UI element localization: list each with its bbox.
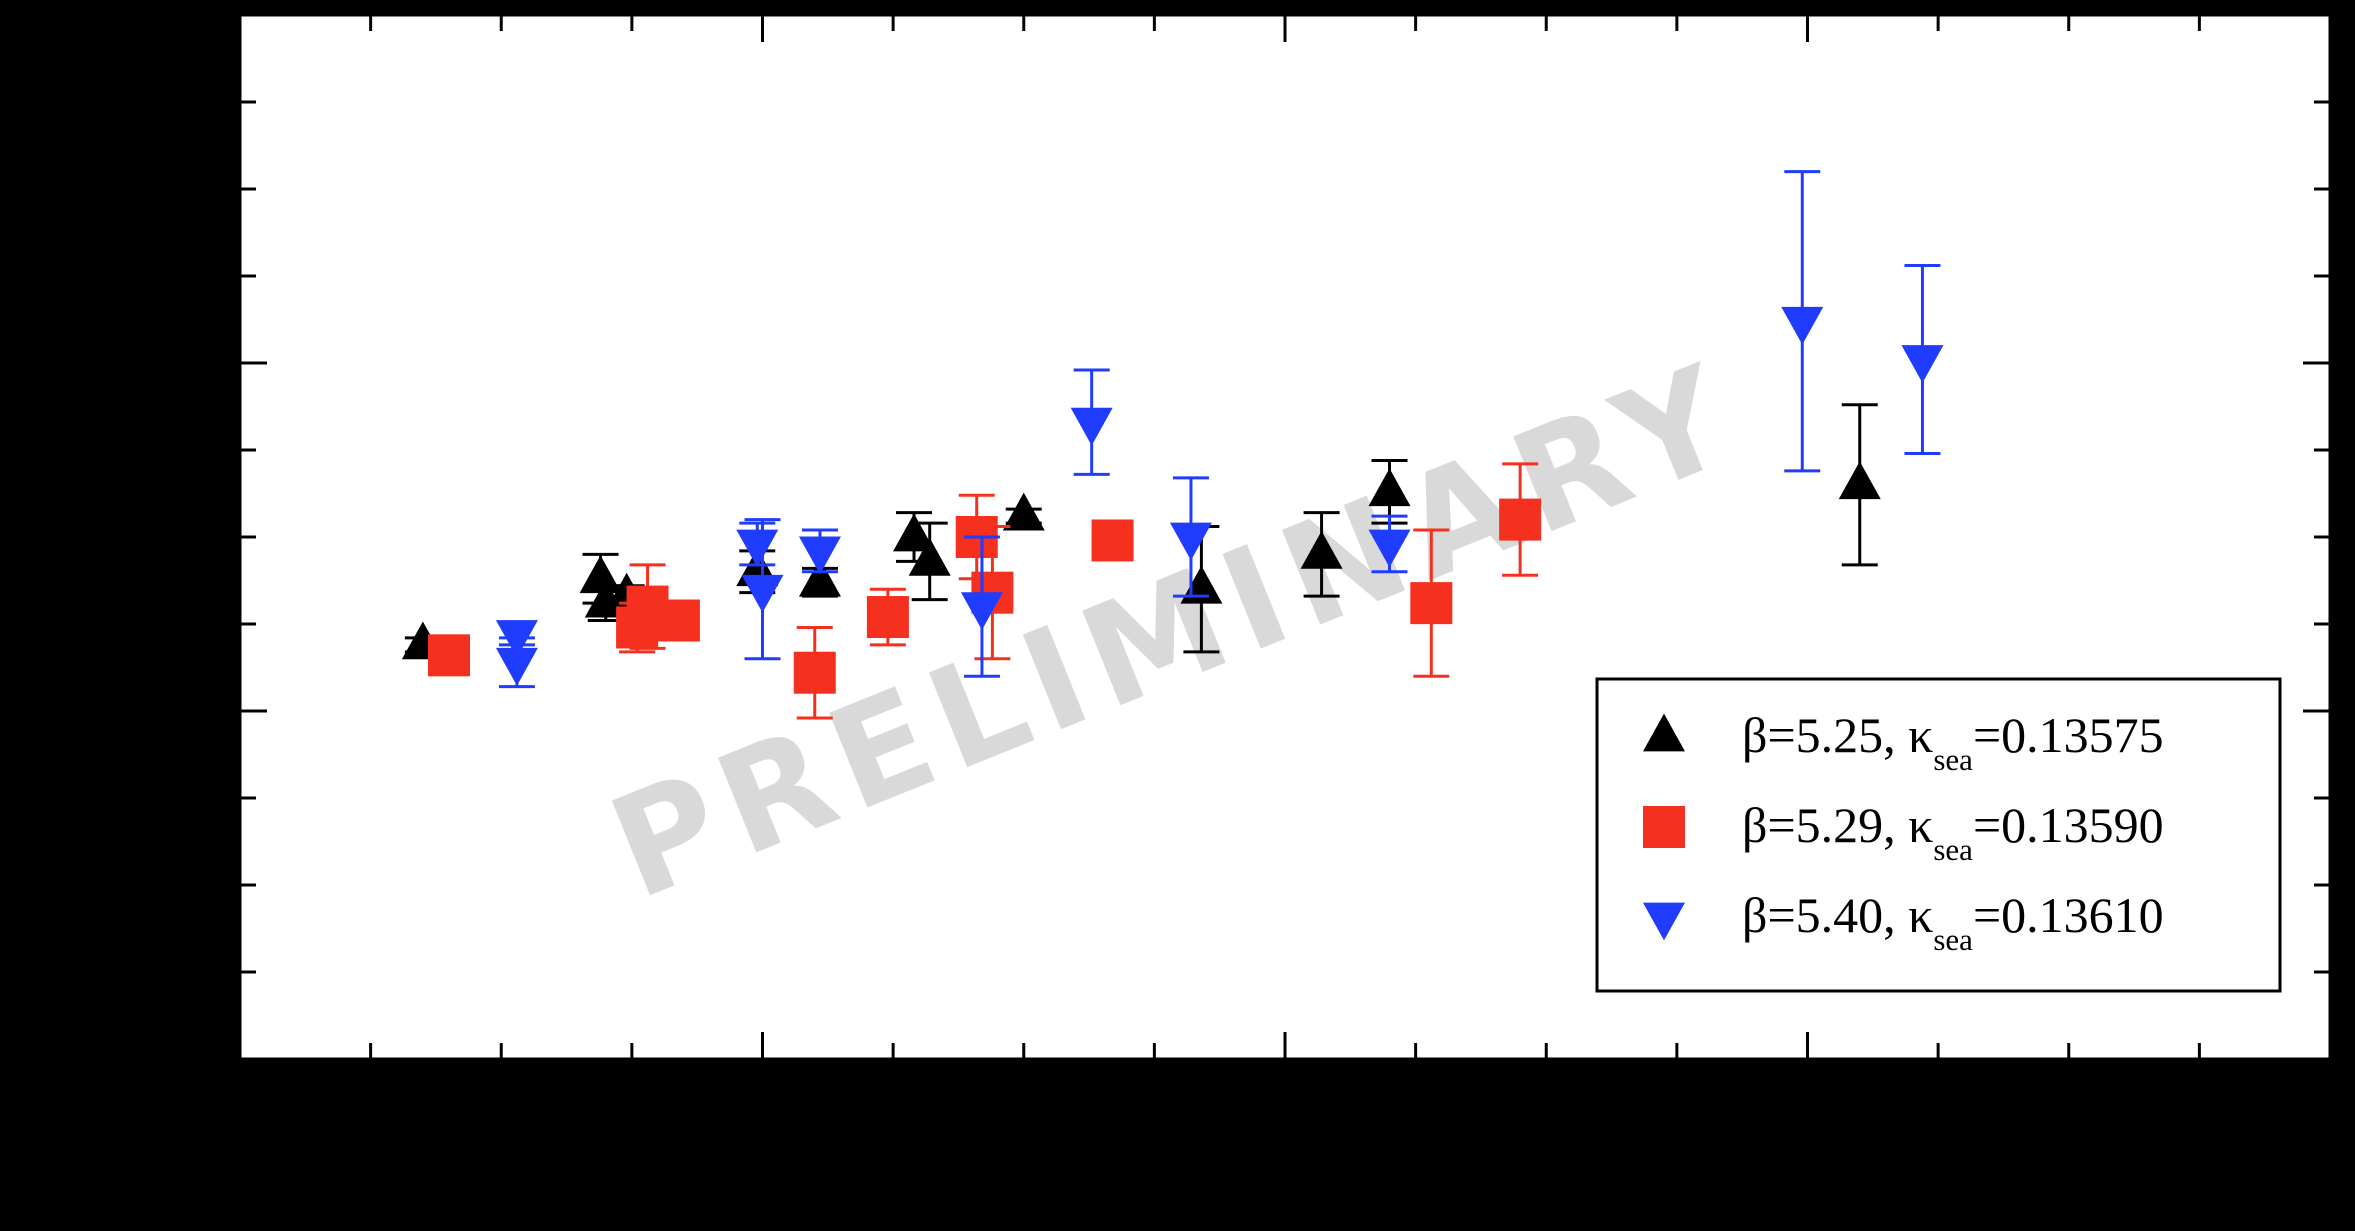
- label-part: 2: [88, 481, 125, 498]
- label-part: [GeV: [53, 196, 109, 320]
- x-tick-label: 2: [1273, 1059, 1298, 1115]
- legend-marker: [1643, 713, 1685, 752]
- label-part: 2: [51, 622, 88, 639]
- label-part: ]: [1373, 1159, 1390, 1215]
- legend-label: β=5.40, κsea=0.13610: [1742, 887, 2164, 957]
- marker: [1838, 461, 1881, 500]
- legend-marker: [1643, 806, 1685, 848]
- label-part: β=5.25, κ: [1742, 707, 1933, 763]
- legend-marker: [1643, 902, 1685, 941]
- marker: [495, 647, 538, 686]
- label-part: =0.13610: [1973, 887, 2164, 943]
- marker: [741, 574, 784, 613]
- label-part: 2: [51, 687, 88, 704]
- marker: [798, 558, 841, 597]
- legend-label: β=5.25, κsea=0.13575: [1742, 707, 2164, 777]
- marker: [866, 596, 909, 639]
- label-part: Q: [1180, 1159, 1216, 1215]
- label-part: ) F: [53, 498, 109, 555]
- legend-box: [1595, 677, 2282, 993]
- label-part: sea: [1933, 922, 1973, 957]
- label-part: =0.13575: [1973, 707, 2164, 763]
- y-tick-label: 0: [200, 1031, 225, 1087]
- x-tick-label: 1: [750, 1059, 775, 1115]
- label-part: β=5.40, κ: [1742, 887, 1933, 943]
- marker: [1368, 468, 1411, 507]
- label-part: /Λ: [53, 572, 109, 622]
- marker: [1091, 519, 1134, 562]
- marker: [1901, 345, 1944, 383]
- x-tick-label: 0: [228, 1059, 253, 1115]
- plot-frame: [238, 13, 2332, 1061]
- marker: [893, 513, 936, 552]
- label-part: 2: [1216, 1157, 1233, 1194]
- marker: [1070, 407, 1113, 446]
- y-tick-label: 0.1: [163, 683, 226, 739]
- label-part: (p): [51, 442, 88, 481]
- label-part: 2: [51, 555, 88, 572]
- marker: [793, 651, 836, 694]
- marker: [657, 599, 700, 642]
- label-part: 1: [88, 359, 125, 376]
- label-part: =0.13590: [1973, 797, 2164, 853]
- marker: [1781, 306, 1824, 345]
- label-part: β=5.29, κ: [1742, 797, 1933, 853]
- marker: [579, 555, 622, 594]
- label-part: (p): [51, 320, 88, 359]
- label-part: / F: [53, 376, 109, 443]
- label-part: (Q: [53, 798, 109, 851]
- label-part: 2: [51, 782, 88, 799]
- marker: [736, 529, 779, 568]
- marker: [1169, 522, 1212, 561]
- x-axis-label: Q2 [GeV2]: [1180, 1157, 1390, 1216]
- label-part: ]: [53, 163, 109, 180]
- y-axis-label: (Q2/log2 Q2/Λ2) F2(p) / F1(p) [GeV2]: [51, 163, 125, 851]
- marker: [908, 537, 951, 576]
- label-part: [GeV: [1233, 1159, 1357, 1215]
- label-part: Q: [53, 639, 109, 688]
- marker: [960, 592, 1003, 631]
- marker: [1300, 530, 1343, 569]
- x-tick-label: 4: [2318, 1059, 2343, 1115]
- marker: [1499, 498, 1542, 541]
- marker: [1410, 582, 1453, 625]
- label-part: 2: [1357, 1157, 1374, 1194]
- legend-label: β=5.29, κsea=0.13590: [1742, 797, 2164, 867]
- label-part: sea: [1933, 742, 1973, 777]
- marker: [798, 536, 841, 575]
- label-part: /log: [53, 704, 109, 782]
- marker: [1002, 492, 1045, 531]
- label-part: 2: [51, 179, 88, 196]
- marker: [428, 634, 470, 677]
- y-tick-label: 0.2: [163, 335, 226, 391]
- x-tick-label: 3: [1795, 1059, 1820, 1115]
- label-part: sea: [1933, 832, 1973, 867]
- marker: [1368, 529, 1411, 568]
